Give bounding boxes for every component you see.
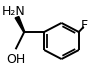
Text: OH: OH — [6, 53, 26, 66]
Text: F: F — [81, 19, 88, 32]
Text: H₂N: H₂N — [1, 5, 25, 18]
Polygon shape — [15, 16, 25, 32]
